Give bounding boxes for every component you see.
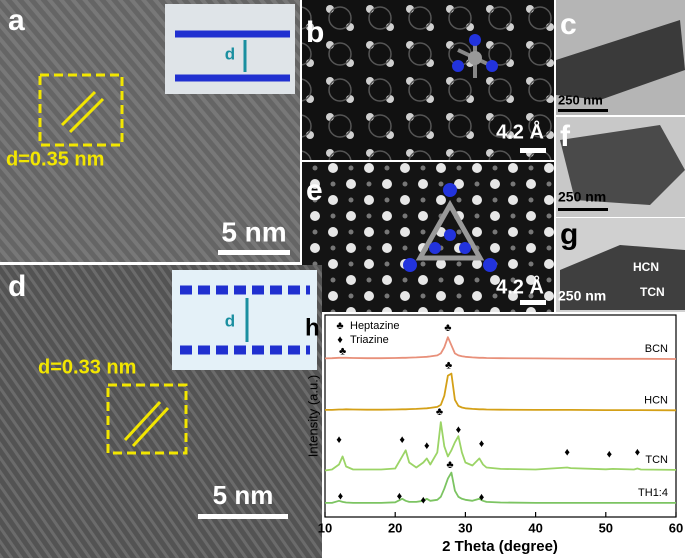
x-tick-label: 50 — [599, 520, 613, 535]
chart-background — [322, 312, 685, 558]
panel-label: d — [8, 270, 26, 303]
scale-label: 5 nm — [213, 480, 274, 510]
peak-marker: ♦ — [420, 495, 426, 507]
panel-d: d d d=0.33 nm 5 nm — [0, 265, 322, 558]
peak-marker: ♦ — [399, 434, 405, 446]
xrd-curve — [324, 336, 677, 360]
panel-label: b — [306, 16, 324, 49]
peak-marker: ♦ — [424, 440, 430, 452]
x-tick-label: 10 — [318, 520, 332, 535]
peak-marker: ♦ — [606, 448, 612, 460]
fringe-mark — [123, 400, 162, 442]
scale-bar — [218, 250, 290, 255]
peak-marker: ♦ — [456, 424, 462, 436]
panel-b: b 4.2 Å — [302, 0, 554, 160]
panel-label: e — [306, 174, 323, 207]
legend-label: Heptazine — [350, 320, 400, 332]
xrd-chart: h 2 Theta (degree) Intensity (a.u.) 10 20… — [305, 312, 685, 558]
panel-label: g — [560, 218, 578, 251]
legend-label: Triazine — [350, 334, 389, 346]
sample — [556, 20, 685, 100]
region-label: TCN — [640, 285, 665, 299]
panel-a: d a d=0.35 nm 5 nm — [0, 0, 300, 262]
scale-label: 5 nm — [221, 216, 286, 247]
molecule — [452, 34, 498, 78]
annotation: d=0.35 nm — [6, 148, 104, 170]
scale-bar — [520, 148, 546, 153]
panel-label: f — [560, 120, 571, 153]
fringe-mark — [60, 90, 97, 127]
peak-marker: ♦ — [564, 446, 570, 458]
annotation: d=0.33 nm — [38, 356, 136, 378]
xrd-curve — [325, 471, 676, 504]
scale-bar — [558, 208, 608, 211]
peak-marker: ♦ — [479, 438, 485, 450]
scale-label: 250 nm — [558, 288, 606, 304]
xrd-curve — [325, 372, 677, 412]
inset — [172, 270, 317, 370]
panel-g: g HCN TCN 250 nm — [556, 218, 685, 313]
region-label: HCN — [633, 260, 659, 274]
x-tick-label: 20 — [388, 520, 402, 535]
inset-label: d — [225, 44, 235, 63]
peak-marker: ♣ — [339, 345, 346, 357]
x-tick-label: 30 — [458, 520, 472, 535]
scale-label: 4.2 Å — [496, 119, 544, 143]
peak-marker: ♦ — [635, 446, 641, 458]
sample — [560, 125, 685, 205]
scale-bar — [520, 300, 546, 305]
panel-label: h — [305, 314, 320, 341]
sample — [560, 245, 685, 310]
simulated-image — [302, 0, 554, 160]
molecule — [403, 183, 497, 272]
x-tick-label: 60 — [669, 520, 683, 535]
peak-marker: ♣ — [444, 322, 451, 334]
xrd-curve — [324, 421, 677, 472]
fringe-mark — [68, 97, 105, 134]
y-axis-title: Intensity (a.u.) — [305, 375, 320, 457]
series-label: BCN — [645, 343, 668, 355]
scale-label: 4.2 Å — [496, 274, 544, 298]
x-axis-title: 2 Theta (degree) — [442, 538, 558, 555]
series-label: TCN — [645, 454, 668, 466]
legend-symbol: ♦ — [337, 334, 343, 346]
panel-c: c 250 nm — [556, 0, 685, 115]
scale-bar — [198, 514, 288, 519]
scale-bar — [558, 109, 608, 112]
peak-marker: ♦ — [479, 492, 485, 504]
panel-f: f 250 nm — [556, 117, 685, 217]
plot-frame — [324, 314, 677, 518]
peak-marker: ♦ — [336, 434, 342, 446]
scale-label: 250 nm — [558, 92, 603, 107]
legend-symbol: ♣ — [336, 320, 343, 332]
panel-e: e 4.2 Å — [302, 162, 554, 312]
panel-label: a — [8, 4, 25, 37]
simulated-image — [302, 162, 554, 312]
roi — [106, 383, 188, 455]
peak-marker: ♣ — [445, 359, 452, 371]
peak-marker: ♣ — [446, 459, 453, 471]
roi — [38, 73, 124, 147]
scale-label: 250 nm — [558, 189, 606, 205]
series-label: TH1:4 — [638, 487, 668, 499]
x-tick-label: 40 — [528, 520, 542, 535]
panel-label: c — [560, 8, 577, 41]
series-label: HCN — [644, 394, 668, 406]
peak-marker: ♦ — [338, 491, 344, 503]
peak-marker: ♦ — [397, 491, 403, 503]
peak-marker: ♣ — [436, 406, 443, 418]
inset-label: d — [225, 311, 235, 330]
fringe-mark — [131, 406, 170, 448]
